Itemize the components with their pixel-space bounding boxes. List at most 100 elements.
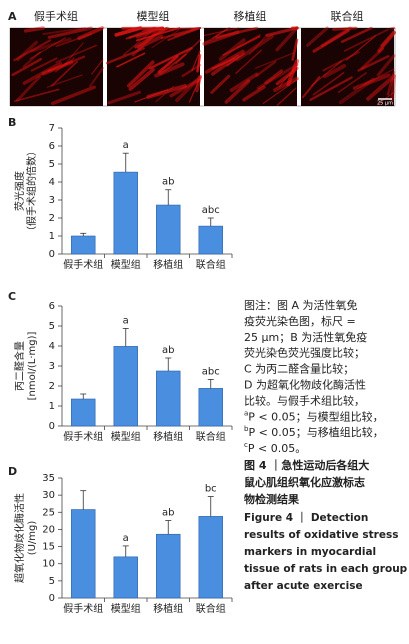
y-tick-label: 1	[49, 401, 55, 412]
x-tick-label: 移植组	[153, 258, 183, 271]
y-axis-label: （假手术组的倍数）	[25, 146, 38, 236]
y-tick-label: 25	[42, 507, 55, 518]
fluor-streak	[255, 60, 277, 77]
fluor-streak	[338, 77, 376, 105]
note-line: 荧光染色荧光强度比较；	[244, 346, 365, 360]
fluor-streak	[169, 78, 201, 98]
y-axis-label: 丙二醛含量	[13, 341, 26, 391]
note-text: 荧光染色荧光强度比较；	[244, 346, 365, 360]
note-line: aP < 0.05；与模型组比较，	[244, 409, 384, 423]
error-bar	[80, 490, 87, 510]
fluor-streak	[29, 37, 72, 53]
error-bar	[207, 496, 214, 517]
error-bar	[207, 378, 214, 389]
note-text: P < 0.05；与移植组比较，	[248, 425, 383, 439]
fluor-streak	[235, 49, 262, 74]
y-tick-label: 5	[49, 321, 55, 332]
bar	[113, 346, 138, 427]
y-tick-label: 6	[49, 141, 55, 152]
x-tick-label: 联合组	[196, 430, 226, 443]
fluor-streak	[212, 27, 229, 39]
error-bar	[122, 545, 129, 557]
fluor-streak	[363, 68, 395, 85]
fluor-streak	[77, 26, 105, 41]
y-tick-label: 10	[42, 559, 55, 570]
y-tick-label: 0	[49, 421, 55, 432]
fluor-streak	[29, 37, 67, 60]
panel-label: B	[8, 116, 16, 129]
fluor-streak	[211, 54, 240, 76]
y-tick-label: 7	[49, 123, 55, 134]
fluor-streak	[226, 53, 245, 67]
y-axis-label: 荧光强度	[13, 171, 26, 211]
x-tick-label: 移植组	[153, 602, 183, 615]
bar	[198, 225, 223, 255]
note-text: 比较。与假手术组比较，	[244, 393, 365, 407]
fluor-streak	[128, 67, 155, 91]
fluor-streak	[47, 26, 93, 39]
superscript: b	[244, 425, 249, 433]
bar	[198, 388, 223, 427]
y-tick-label: 6	[49, 301, 55, 312]
fluor-streak	[46, 74, 83, 88]
error-bar	[80, 232, 87, 236]
fluor-streak	[107, 90, 141, 105]
bar	[71, 509, 96, 599]
fluor-streak	[126, 60, 155, 88]
note-line: D 为超氧化物歧化酶活性	[244, 378, 366, 392]
fluor-streak	[390, 76, 396, 102]
x-tick-label: 假手术组	[63, 258, 103, 271]
fluor-streak	[22, 51, 42, 68]
y-tick-label: 5	[49, 159, 55, 170]
figure-title-en: tissue of rats in each group	[244, 563, 408, 575]
fluor-streak	[11, 57, 43, 77]
bar	[156, 370, 181, 427]
error-bar	[165, 357, 172, 371]
image-title: 移植组	[234, 9, 267, 23]
fluor-streak	[50, 85, 96, 106]
fluor-streak	[340, 26, 373, 43]
fluor-streak	[343, 28, 390, 52]
error-bar	[207, 217, 214, 227]
y-tick-label: 3	[49, 195, 55, 206]
fluor-streak	[236, 34, 261, 49]
fluor-streak	[377, 30, 396, 53]
note-line: cP < 0.05。	[244, 441, 306, 455]
significance-label: abc	[202, 205, 220, 216]
fluor-streak	[55, 44, 98, 64]
fluor-streak	[264, 69, 283, 85]
fluor-streak	[194, 75, 202, 93]
significance-label: ab	[162, 177, 174, 188]
fluor-streak	[248, 33, 269, 56]
fluor-streak	[224, 79, 251, 104]
x-tick-label: 假手术组	[63, 430, 103, 443]
note-line: 疫荧光染色图，标尺 =	[244, 314, 356, 328]
fluor-streak	[210, 74, 231, 94]
y-tick-label: 20	[42, 524, 55, 535]
error-bar	[165, 520, 172, 535]
x-tick-label: 模型组	[111, 602, 141, 615]
figure-title-en: markers in myocardial	[244, 546, 376, 558]
fluor-streak	[377, 91, 395, 105]
fluor-streak	[88, 66, 105, 88]
figure-title: 图 4 ｜急性运动后各组大	[244, 458, 369, 472]
bar	[71, 235, 96, 255]
fluor-streak	[380, 30, 396, 48]
panel-label: A	[8, 10, 17, 23]
fluor-streak	[13, 88, 60, 103]
error-bar	[80, 393, 87, 399]
fluor-streak	[256, 63, 299, 90]
image-title: 假手术组	[34, 9, 78, 23]
fluor-streak	[203, 27, 240, 37]
fluor-streak	[376, 54, 396, 77]
bar	[71, 398, 96, 427]
fluor-streak	[262, 78, 298, 104]
y-tick-label: 0	[49, 593, 55, 604]
note-line: C 为丙二醛含量比较；	[244, 362, 354, 376]
x-tick-label: 联合组	[196, 258, 226, 271]
note-line: 25 μm；B 为活性氧免疫	[244, 330, 367, 344]
fluor-streak	[47, 55, 86, 73]
fluor-streak	[332, 26, 358, 31]
bar	[156, 204, 181, 255]
fluor-streak	[275, 26, 299, 52]
